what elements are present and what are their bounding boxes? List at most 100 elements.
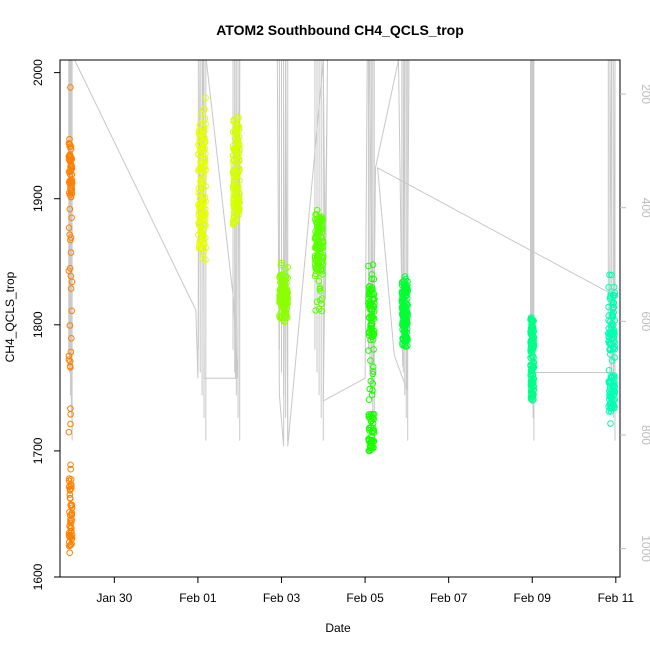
data-point [67, 182, 75, 189]
data-point [66, 322, 74, 329]
y2-tick-label: 800 [639, 425, 650, 445]
data-point [67, 249, 75, 256]
data-point [65, 224, 73, 231]
data-point [199, 193, 206, 200]
data-point [202, 94, 209, 102]
data-point [65, 352, 73, 360]
data-point [282, 288, 290, 295]
data-point [235, 193, 243, 200]
data-point [365, 435, 372, 443]
data-point [196, 131, 203, 139]
data-point [201, 211, 209, 219]
data-point [608, 301, 616, 309]
data-point [197, 110, 205, 117]
data-point [605, 378, 613, 385]
data-point [315, 277, 323, 285]
data-point [230, 173, 238, 181]
data-point [195, 185, 202, 192]
data-point [197, 128, 204, 136]
data-point [66, 205, 74, 213]
data-point [201, 240, 208, 247]
data-point [67, 84, 74, 91]
data-point [605, 338, 612, 346]
data-point [609, 331, 617, 338]
data-point [404, 342, 411, 350]
data-point [315, 238, 323, 246]
data-point [234, 204, 242, 211]
data-point [370, 438, 377, 446]
data-point [402, 275, 410, 283]
data-point [233, 138, 240, 146]
data-point [199, 233, 207, 240]
data-point [365, 413, 373, 421]
data-point [68, 307, 75, 315]
data-point [68, 540, 75, 548]
data-point [606, 271, 613, 279]
data-point [196, 165, 203, 173]
data-point [197, 221, 204, 229]
data-point [230, 145, 237, 153]
data-point [67, 420, 74, 428]
data-point [365, 411, 373, 419]
data-point [316, 253, 323, 260]
data-point [283, 311, 290, 319]
data-point [401, 289, 409, 296]
data-point [199, 230, 207, 237]
data-point [68, 190, 76, 197]
data-point [367, 321, 374, 329]
data-point [605, 367, 613, 374]
data-point [527, 347, 534, 354]
data-point [369, 261, 377, 269]
data-point [65, 483, 73, 491]
data-point [202, 183, 209, 190]
data-point [67, 145, 75, 153]
data-point [366, 385, 374, 393]
data-point [606, 346, 614, 354]
data-point [365, 396, 373, 404]
data-point [403, 285, 410, 292]
data-point [611, 345, 619, 353]
data-point [278, 289, 285, 297]
data-point [368, 445, 376, 452]
x-tick-label: Jan 30 [96, 591, 132, 605]
data-point [235, 197, 243, 204]
data-point [197, 158, 204, 166]
data-point [315, 225, 323, 232]
data-point [65, 356, 73, 363]
data-point [317, 297, 324, 304]
data-point [278, 312, 285, 320]
data-point [398, 288, 406, 295]
data-point [366, 314, 373, 322]
data-point [236, 205, 243, 212]
data-point [369, 302, 377, 309]
data-point [66, 549, 73, 557]
y-tick-label: 1900 [31, 185, 45, 212]
data-point [318, 225, 326, 233]
y-tick-label: 2000 [31, 59, 45, 86]
altitude-trace-line [68, 59, 616, 447]
data-point [367, 417, 375, 425]
x-tick-label: Feb 09 [514, 591, 552, 605]
data-point [66, 494, 74, 502]
data-point [398, 297, 406, 304]
data-points-layer [65, 84, 619, 557]
data-point [527, 393, 535, 401]
data-point [66, 522, 73, 530]
x-tick-label: Feb 07 [430, 591, 468, 605]
data-point [530, 386, 538, 393]
data-point [609, 305, 616, 312]
data-point [607, 323, 615, 330]
data-point [611, 396, 619, 403]
data-point [365, 262, 372, 270]
data-point [370, 411, 378, 418]
data-point [67, 501, 74, 509]
data-point [530, 334, 537, 342]
data-point [318, 300, 325, 308]
x-tick-label: Feb 11 [598, 591, 635, 605]
y2-tick-label: 400 [639, 198, 650, 218]
data-point [199, 179, 206, 187]
data-point [233, 186, 240, 194]
data-point [318, 268, 326, 275]
y2-tick-label: 1000 [639, 535, 650, 562]
